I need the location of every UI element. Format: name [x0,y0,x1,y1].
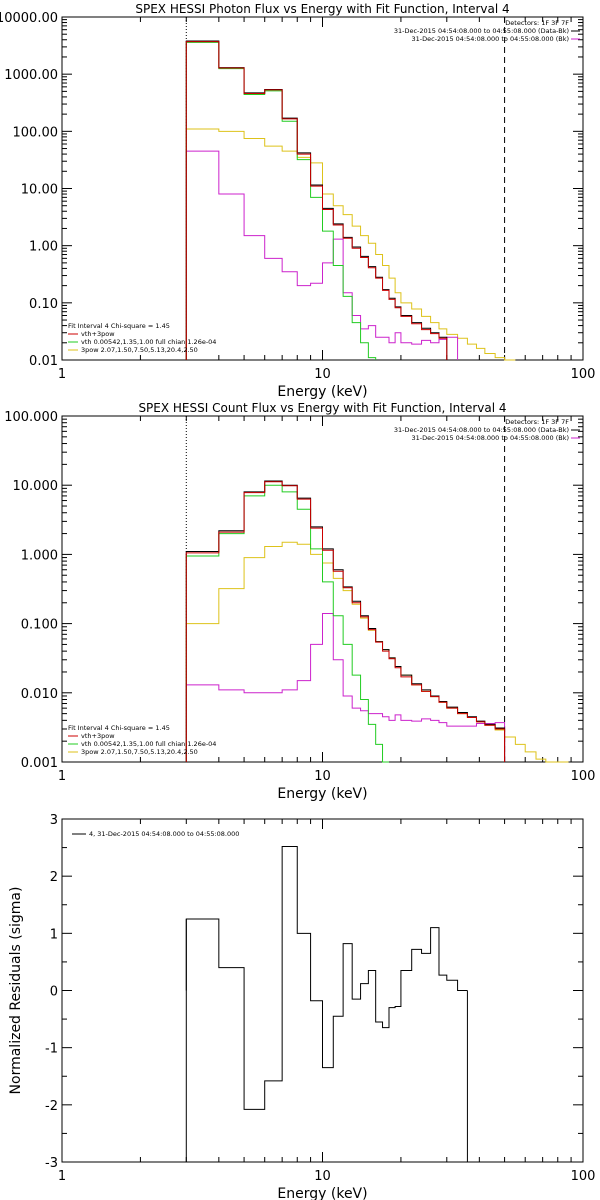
fit-legend-entry: vth+3pow [81,330,115,338]
fit-legend-entry: vth 0.00542,1.35,1.00 full chian 1.26e-0… [81,338,216,346]
x-axis-title: Energy (keV) [277,384,367,400]
x-tick-label: 10 [314,769,331,784]
x-tick-label: 1 [58,367,66,382]
y-tick-label: 0.100 [21,618,58,633]
series-line-3pow [185,541,569,763]
y-tick-label: 0.10 [29,297,58,312]
y-tick-label: 10.00 [21,183,58,198]
legend-entry: 31-Dec-2015 04:54:08.000 to 04:55:08.000… [412,434,570,442]
series-line-3pow [185,128,516,361]
legend-entry: 4, 31-Dec-2015 04:54:08.000 to 04:55:08.… [89,830,239,838]
legend-entry: 31-Dec-2015 04:54:08.000 to 04:55:08.000… [412,35,570,43]
series-line-data-bk [185,40,448,360]
x-axis-title: Energy (keV) [277,786,367,802]
series-line-data-bk [185,480,506,762]
x-tick-label: 1 [58,1169,66,1184]
fit-legend-entry: vth+3pow [81,732,115,740]
y-tick-label: 0 [50,985,58,1000]
x-tick-label: 1 [58,769,66,784]
y-tick-label: 3 [50,813,58,828]
fit-legend-entry: Fit Interval 4 Chi-square = 1.45 [68,724,170,732]
y-tick-label: 0.001 [21,756,58,771]
legend-entry: 31-Dec-2015 04:54:08.000 to 04:55:08.000… [394,426,569,434]
legend-entry: 31-Dec-2015 04:54:08.000 to 04:55:08.000… [394,27,569,35]
chart-title: SPEX HESSI Count Flux vs Energy with Fit… [138,401,506,415]
y-tick-label: 10.000 [13,479,59,494]
y-tick-label: 1.00 [29,240,58,255]
plot-frame [61,818,584,1163]
y-tick-label: 2 [50,870,58,885]
x-tick-label: 10 [314,1169,331,1184]
x-tick-label: 100 [571,769,596,784]
y-tick-label: 0.01 [29,354,58,369]
y-tick-label: -2 [45,1099,58,1114]
x-tick-label: 100 [571,367,596,382]
x-axis-title: Energy (keV) [277,1186,367,1200]
y-tick-label: -3 [45,1156,58,1171]
chart-panel-1: SPEX HESSI Photon Flux vs Energy with Fi… [0,2,595,400]
fit-legend-entry: Fit Interval 4 Chi-square = 1.45 [68,322,170,330]
y-tick-label: 1 [50,927,58,942]
y-tick-label: -1 [45,1042,58,1057]
chart-panel-3: 1 10 100 -3 -2 -1 0 1 2 3 Energy (keV) Normalized R… [8,813,595,1200]
series-line-bk [185,612,506,762]
fit-legend-entry: 3pow 2.07,1.50,7.50,5.13,20.4,2.50 [81,346,198,354]
legend-entry: Detectors: 1F 3F 7F [505,19,569,27]
y-tick-label: 1.000 [21,548,58,563]
x-tick-label: 10 [314,367,331,382]
y-tick-label: 0.010 [21,687,58,702]
series-line-vth-3pow [185,481,506,762]
y-tick-label: 1000.00 [4,68,58,83]
y-tick-label: 100.00 [13,125,59,140]
y-tick-label: 10000.00 [0,11,58,26]
legend-entry: Detectors: 1F 3F 7F [505,418,569,426]
y-axis-title: Normalized Residuals (sigma) [8,887,24,1095]
series-line-4-31-dec-2015-04-54-08-000-to-04-55-08-000 [185,845,468,1110]
chart-panel-2: SPEX HESSI Count Flux vs Energy with Fit… [4,401,595,802]
series-line-bk [185,150,459,360]
fit-legend-entry: vth 0.00542,1.35,1.00 full chian 1.26e-0… [81,740,216,748]
chart-title: SPEX HESSI Photon Flux vs Energy with Fi… [135,2,509,16]
fit-legend-entry: 3pow 2.07,1.50,7.50,5.13,20.4,2.50 [81,748,198,756]
series-line-vth-3pow [185,41,448,360]
y-tick-label: 100.000 [4,410,58,425]
x-tick-label: 100 [571,1169,596,1184]
